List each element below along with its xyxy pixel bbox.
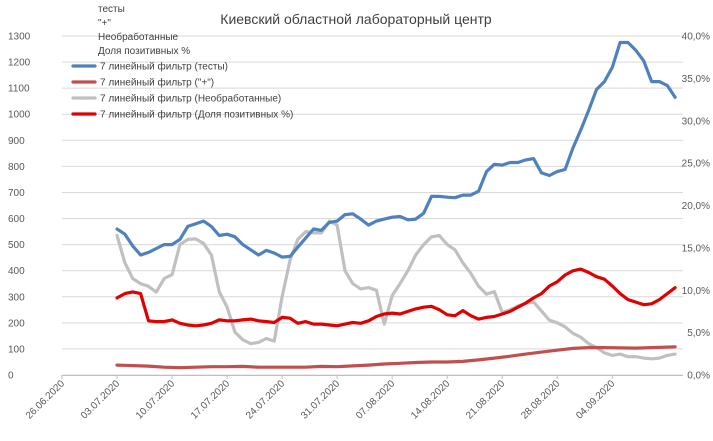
series-line-0	[115, 40, 677, 259]
legend-extra-label: тесты	[98, 4, 125, 15]
series-line-1	[115, 345, 677, 370]
y-right-tick-label: 30,0%	[682, 116, 710, 127]
y-left-tick-label: 100	[8, 344, 25, 355]
y-left-tick-label: 400	[8, 266, 25, 277]
series-line-2	[115, 219, 677, 361]
y-right-tick-label: 0,0%	[687, 371, 710, 382]
right-axis-ticks: 0,0% 5,0% 10,0% 15,0% 20,0% 25,0% 30,0% 35,0% 40…	[682, 32, 710, 382]
chart-title: Киевский областной лабораторный центр	[220, 11, 492, 27]
legend-label: 7 линейный фильтр (Необработанные)	[100, 93, 281, 105]
y-left-tick-label: 1200	[8, 58, 31, 69]
y-left-tick-label: 800	[8, 162, 25, 173]
y-left-tick-label: 700	[8, 188, 25, 199]
legend-extra-label: "+"	[98, 18, 111, 29]
y-right-tick-label: 25,0%	[682, 159, 710, 170]
series-line-3	[115, 267, 677, 328]
y-left-tick-label: 200	[8, 318, 25, 329]
y-right-tick-label: 20,0%	[682, 201, 710, 212]
y-left-tick-label: 600	[8, 214, 25, 225]
legend-extra-label: Необработанные	[98, 31, 179, 43]
legend-label: 7 линейный фильтр (Доля позитивных %)	[100, 109, 293, 121]
y-left-tick-label: 1100	[8, 84, 30, 95]
legend-label: 7 линейный фильтр (тесты)	[100, 61, 228, 73]
y-left-tick-label: 300	[8, 292, 25, 303]
y-left-tick-label: 500	[8, 240, 25, 251]
y-right-tick-label: 15,0%	[682, 243, 710, 254]
legend-extra-label: Доля позитивных %	[98, 46, 190, 57]
y-left-tick-label: 1000	[8, 110, 31, 121]
series-layer	[115, 40, 677, 370]
y-left-tick-label: 900	[8, 136, 25, 147]
y-right-tick-label: 5,0%	[687, 328, 710, 339]
y-right-tick-label: 10,0%	[682, 286, 710, 297]
y-right-tick-label: 35,0%	[682, 74, 710, 85]
legend-label: 7 линейный фильтр ("+")	[100, 77, 214, 89]
y-left-tick-label: 1300	[8, 32, 31, 43]
y-right-tick-label: 40,0%	[682, 32, 710, 43]
left-axis-ticks: 0 100 200 300 400 500 600 700 800 900 1000 1100 1200…	[8, 32, 31, 382]
y-left-tick-label: 0	[8, 371, 14, 382]
legend: тесты "+" Необработанные Доля позитивных % 7…	[71, 4, 293, 121]
